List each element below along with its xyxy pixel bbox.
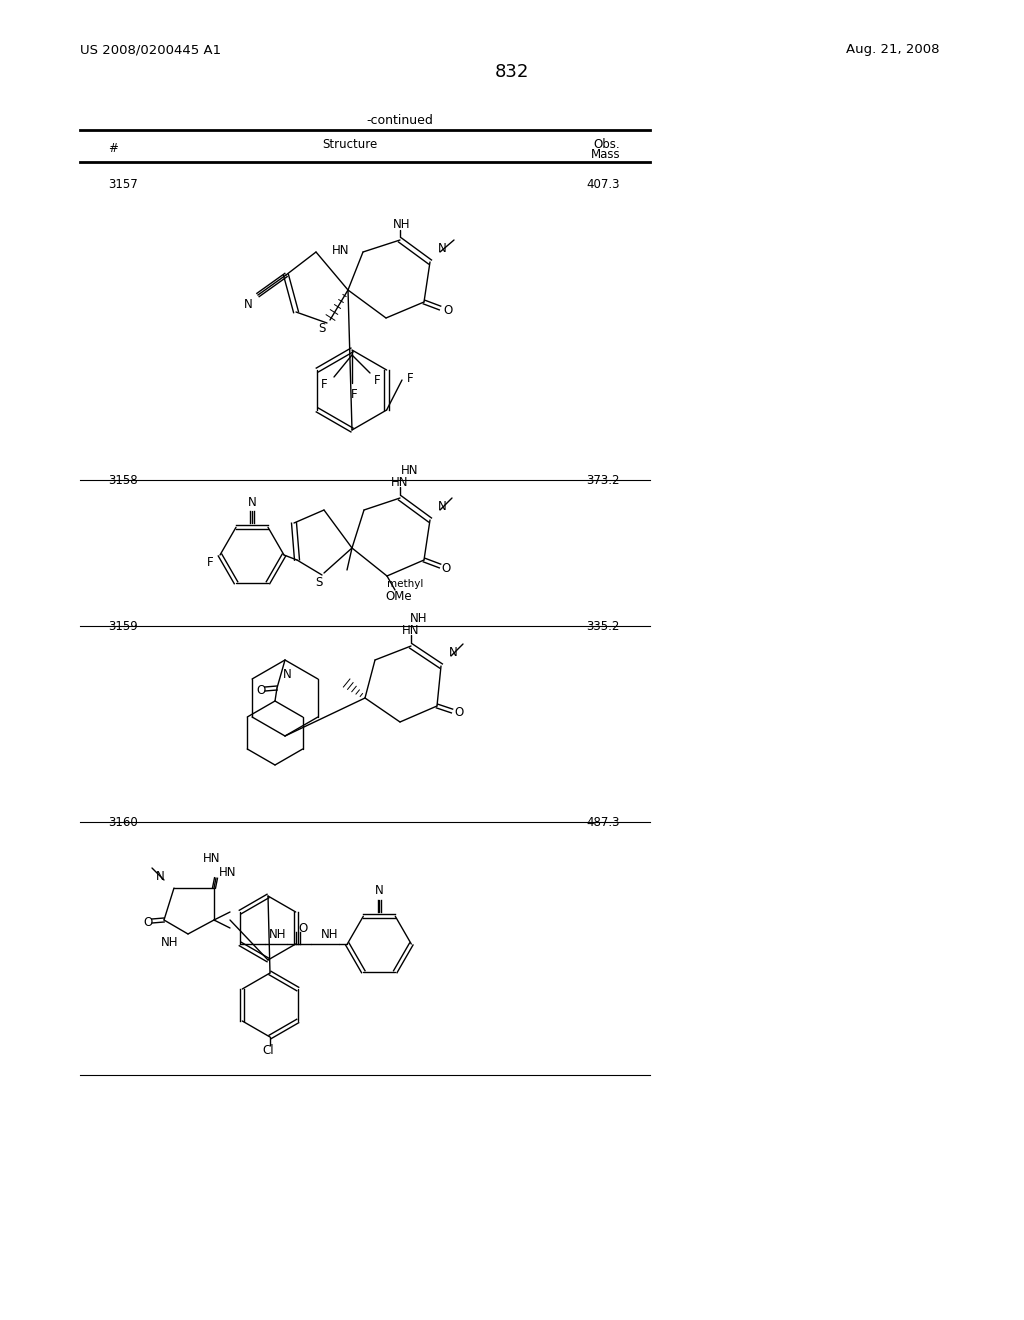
Text: F: F (321, 379, 328, 392)
Text: N: N (283, 668, 292, 681)
Text: HN: HN (219, 866, 237, 879)
Text: NH: NH (393, 218, 411, 231)
Text: F: F (350, 388, 357, 401)
Text: -continued: -continued (367, 114, 433, 127)
Text: N: N (375, 883, 384, 896)
Text: 3159: 3159 (108, 619, 138, 632)
Text: #: # (108, 141, 118, 154)
Text: 3158: 3158 (108, 474, 137, 487)
Text: Mass: Mass (591, 148, 620, 161)
Text: NH: NH (268, 928, 286, 940)
Text: N: N (449, 645, 458, 659)
Text: S: S (318, 322, 326, 334)
Text: 487.3: 487.3 (587, 816, 620, 829)
Text: HN: HN (391, 475, 409, 488)
Text: Structure: Structure (323, 137, 378, 150)
Text: N: N (248, 496, 256, 510)
Text: O: O (443, 304, 453, 317)
Text: O: O (441, 561, 451, 574)
Text: HN: HN (332, 243, 350, 256)
Text: O: O (143, 916, 153, 928)
Text: S: S (315, 577, 323, 590)
Text: Obs.: Obs. (593, 137, 620, 150)
Text: HN: HN (401, 463, 419, 477)
Text: OMe: OMe (386, 590, 413, 602)
Text: 832: 832 (495, 63, 529, 81)
Text: Cl: Cl (262, 1044, 273, 1057)
Text: N: N (437, 499, 446, 512)
Text: F: F (207, 557, 213, 569)
Text: N: N (437, 242, 446, 255)
Text: NH: NH (161, 936, 179, 949)
Text: N: N (156, 870, 165, 883)
Text: O: O (299, 921, 308, 935)
Text: 407.3: 407.3 (587, 178, 620, 191)
Text: HN: HN (402, 623, 420, 636)
Text: O: O (256, 684, 265, 697)
Text: 335.2: 335.2 (587, 619, 620, 632)
Text: F: F (407, 371, 414, 384)
Text: US 2008/0200445 A1: US 2008/0200445 A1 (80, 44, 221, 57)
Text: NH: NH (411, 611, 428, 624)
Text: 3157: 3157 (108, 178, 138, 191)
Text: 3160: 3160 (108, 816, 138, 829)
Text: F: F (374, 375, 380, 388)
Text: methyl: methyl (387, 579, 423, 589)
Text: 373.2: 373.2 (587, 474, 620, 487)
Text: NH: NH (321, 928, 338, 940)
Text: HN: HN (203, 851, 221, 865)
Text: N: N (244, 298, 252, 312)
Text: O: O (455, 705, 464, 718)
Text: Aug. 21, 2008: Aug. 21, 2008 (847, 44, 940, 57)
